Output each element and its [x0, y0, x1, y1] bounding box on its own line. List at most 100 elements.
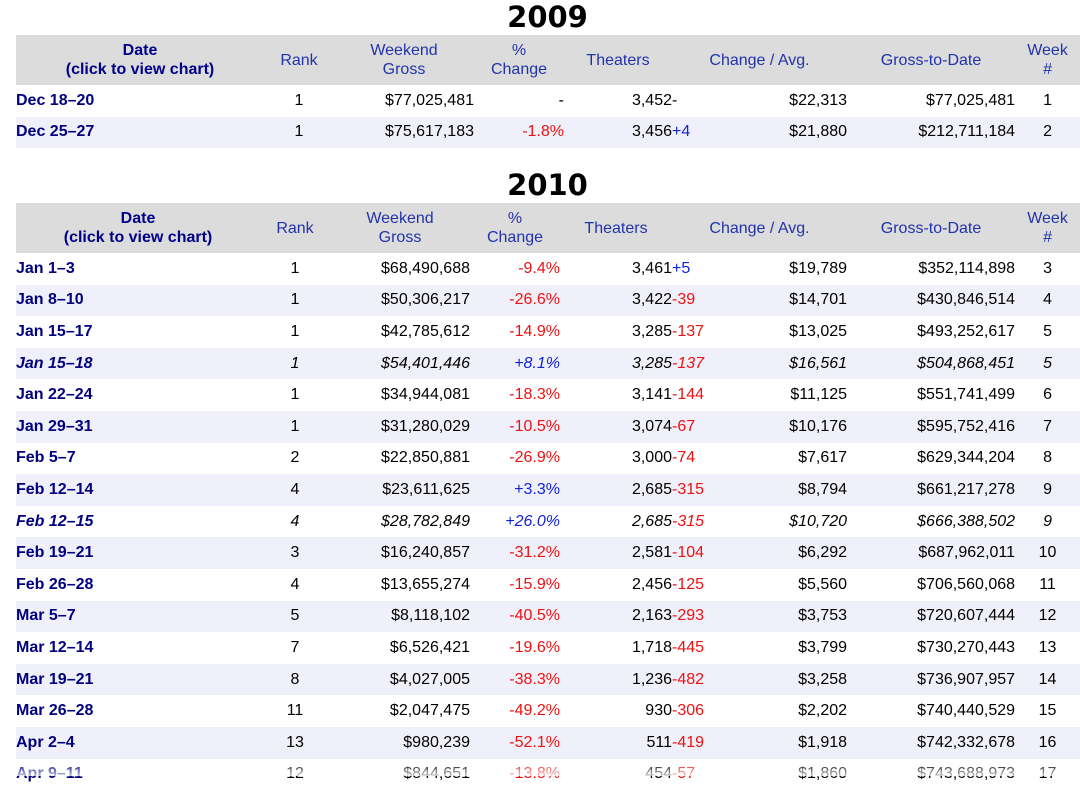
theaters-cell: 3,422 — [560, 285, 672, 317]
theaters-cell: 1,236 — [560, 664, 672, 696]
date-chart-link[interactable]: Feb 19–21 — [16, 544, 93, 561]
bottom-fade-overlay — [0, 762, 1080, 776]
theaters-cell: 2,581 — [560, 537, 672, 569]
week-number-cell: 13 — [1015, 632, 1080, 664]
theaters-column-header: Theaters — [560, 203, 672, 253]
percent-change-cell: -38.3% — [470, 664, 560, 696]
weekend-gross-cell: $54,401,446 — [330, 348, 470, 380]
gross-to-date-cell: $661,217,278 — [847, 474, 1015, 506]
percent-change-cell: -14.9% — [470, 316, 560, 348]
gross-to-date-cell: $720,607,444 — [847, 601, 1015, 633]
theater-change-cell: -293 — [672, 601, 734, 633]
theaters-cell: 3,141 — [560, 379, 672, 411]
date-chart-link[interactable]: Jan 15–17 — [16, 323, 93, 340]
date-chart-link[interactable]: Feb 26–28 — [16, 576, 93, 593]
date-cell: Dec 18–20 — [16, 85, 264, 117]
week-number-cell: 9 — [1015, 474, 1080, 506]
date-cell: Jan 15–18 — [16, 348, 260, 380]
gross-to-date-column-header: Gross-to-Date — [847, 35, 1015, 85]
date-chart-link[interactable]: Feb 12–14 — [16, 481, 93, 498]
date-chart-link[interactable]: Dec 25–27 — [16, 123, 94, 140]
date-chart-link[interactable]: Apr 2–4 — [16, 734, 75, 751]
date-cell: Mar 26–28 — [16, 695, 260, 727]
weekend-gross-cell: $34,944,081 — [330, 379, 470, 411]
date-chart-link[interactable]: Feb 12–15 — [16, 513, 93, 530]
gross-to-date-cell: $666,388,502 — [847, 506, 1015, 538]
average-cell: $13,025 — [734, 316, 847, 348]
week-number-cell: 8 — [1015, 443, 1080, 475]
weekend-gross-cell: $28,782,849 — [330, 506, 470, 538]
theater-change-cell: -144 — [672, 379, 734, 411]
week-number-cell: 16 — [1015, 727, 1080, 759]
date-chart-link[interactable]: Jan 29–31 — [16, 418, 93, 435]
date-chart-link[interactable]: Dec 18–20 — [16, 92, 94, 109]
change-avg-column-header: Change / Avg. — [672, 35, 847, 85]
change-avg-column-header: Change / Avg. — [672, 203, 847, 253]
percent-change-cell: -26.6% — [470, 285, 560, 317]
theater-change-cell: -74 — [672, 443, 734, 475]
weekend-gross-cell: $22,850,881 — [330, 443, 470, 475]
theaters-cell: 3,285 — [560, 348, 672, 380]
rank-cell: 1 — [260, 253, 330, 285]
date-cell: Mar 12–14 — [16, 632, 260, 664]
rank-cell: 4 — [260, 506, 330, 538]
theater-change-cell: - — [672, 85, 734, 117]
date-chart-link[interactable]: Jan 1–3 — [16, 260, 75, 277]
average-cell: $19,789 — [734, 253, 847, 285]
average-cell: $6,292 — [734, 537, 847, 569]
week-number-cell: 3 — [1015, 253, 1080, 285]
theater-change-cell: -306 — [672, 695, 734, 727]
rank-column-header: Rank — [260, 203, 330, 253]
average-cell: $8,794 — [734, 474, 847, 506]
date-cell: Jan 15–17 — [16, 316, 260, 348]
theater-change-cell: -315 — [672, 474, 734, 506]
gross-to-date-cell: $730,270,443 — [847, 632, 1015, 664]
rank-cell: 3 — [260, 537, 330, 569]
week-number-cell: 5 — [1015, 348, 1080, 380]
theater-change-cell: -445 — [672, 632, 734, 664]
date-cell: Mar 5–7 — [16, 601, 260, 633]
theaters-cell: 2,685 — [560, 474, 672, 506]
percent-change-cell: -18.3% — [470, 379, 560, 411]
date-chart-link[interactable]: Jan 8–10 — [16, 291, 84, 308]
week-number-cell: 9 — [1015, 506, 1080, 538]
gross-to-date-cell: $687,962,011 — [847, 537, 1015, 569]
date-cell: Apr 2–4 — [16, 727, 260, 759]
week-number-cell: 1 — [1015, 85, 1080, 117]
average-cell: $5,560 — [734, 569, 847, 601]
gross-to-date-cell: $77,025,481 — [847, 85, 1015, 117]
date-chart-link[interactable]: Jan 22–24 — [16, 386, 93, 403]
date-chart-link[interactable]: Mar 5–7 — [16, 607, 76, 624]
average-cell: $22,313 — [734, 85, 847, 117]
date-chart-link[interactable]: Feb 5–7 — [16, 449, 76, 466]
rank-cell: 11 — [260, 695, 330, 727]
theaters-cell: 2,163 — [560, 601, 672, 633]
theater-change-cell: -39 — [672, 285, 734, 317]
gross-to-date-cell: $352,114,898 — [847, 253, 1015, 285]
date-chart-link[interactable]: Jan 15–18 — [16, 355, 93, 372]
date-chart-link[interactable]: Mar 12–14 — [16, 639, 93, 656]
average-cell: $10,176 — [734, 411, 847, 443]
gross-to-date-cell: $504,868,451 — [847, 348, 1015, 380]
date-chart-link[interactable]: Mar 19–21 — [16, 671, 93, 688]
rank-cell: 1 — [260, 316, 330, 348]
date-chart-link[interactable]: Mar 26–28 — [16, 702, 93, 719]
theaters-cell: 3,000 — [560, 443, 672, 475]
percent-change-cell: -49.2% — [470, 695, 560, 727]
weekend-gross-cell: $31,280,029 — [330, 411, 470, 443]
rank-cell: 4 — [260, 474, 330, 506]
date-cell: Feb 19–21 — [16, 537, 260, 569]
percent-change-column-header: %Change — [470, 203, 560, 253]
date-cell: Mar 19–21 — [16, 664, 260, 696]
theaters-cell: 511 — [560, 727, 672, 759]
